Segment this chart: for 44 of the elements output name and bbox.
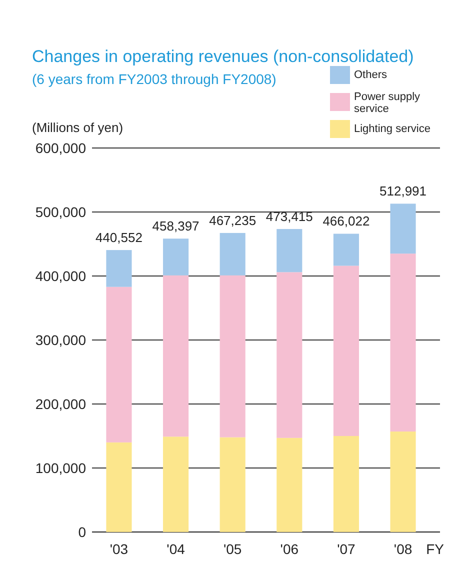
x-tick-label: '07 — [337, 541, 356, 557]
y-tick-label: 100,000 — [35, 460, 86, 476]
x-tick-label: '04 — [166, 541, 186, 557]
total-label: 458,397 — [152, 218, 200, 234]
total-label: 467,235 — [209, 212, 256, 228]
legend-label: Power supply service — [354, 91, 421, 115]
x-axis-title: FY — [426, 541, 445, 557]
y-tick-label: 0 — [78, 524, 86, 540]
bar — [163, 436, 189, 532]
y-tick-label: 500,000 — [35, 204, 86, 220]
bar — [390, 432, 416, 532]
bar — [276, 438, 302, 532]
bar — [390, 254, 416, 432]
chart-title: Changes in operating revenues (non-consolidated) — [32, 47, 414, 66]
x-tick-label: '03 — [110, 541, 128, 557]
bar — [163, 275, 189, 437]
bar — [276, 229, 302, 272]
total-label: 440,552 — [95, 230, 142, 246]
bar — [333, 234, 359, 266]
bar — [276, 272, 302, 438]
y-tick-label: 300,000 — [35, 332, 86, 348]
chart-subtitle: (6 years from FY2003 through FY2008) — [32, 71, 276, 87]
y-tick-label: 200,000 — [35, 396, 86, 412]
bar — [106, 442, 132, 532]
bar — [163, 238, 189, 276]
bar — [220, 437, 246, 532]
x-tick-label: '05 — [223, 541, 242, 557]
bar — [333, 266, 359, 436]
y-tick-label: 600,000 — [35, 140, 86, 156]
y-tick-label: 400,000 — [35, 268, 86, 284]
y-axis-title: (Millions of yen) — [32, 120, 124, 135]
bar — [220, 232, 246, 276]
x-tick-label: '08 — [394, 541, 412, 557]
legend-label: Lighting service — [354, 123, 430, 135]
bar — [333, 436, 359, 532]
total-label: 512,991 — [380, 184, 427, 199]
bar — [390, 204, 416, 254]
bar — [106, 250, 132, 287]
total-label: 473,415 — [266, 209, 313, 224]
total-label: 466,022 — [322, 214, 370, 229]
bar — [220, 275, 246, 438]
x-tick-label: '06 — [280, 541, 299, 557]
legend-label: Others — [354, 69, 388, 81]
bar — [106, 286, 132, 442]
